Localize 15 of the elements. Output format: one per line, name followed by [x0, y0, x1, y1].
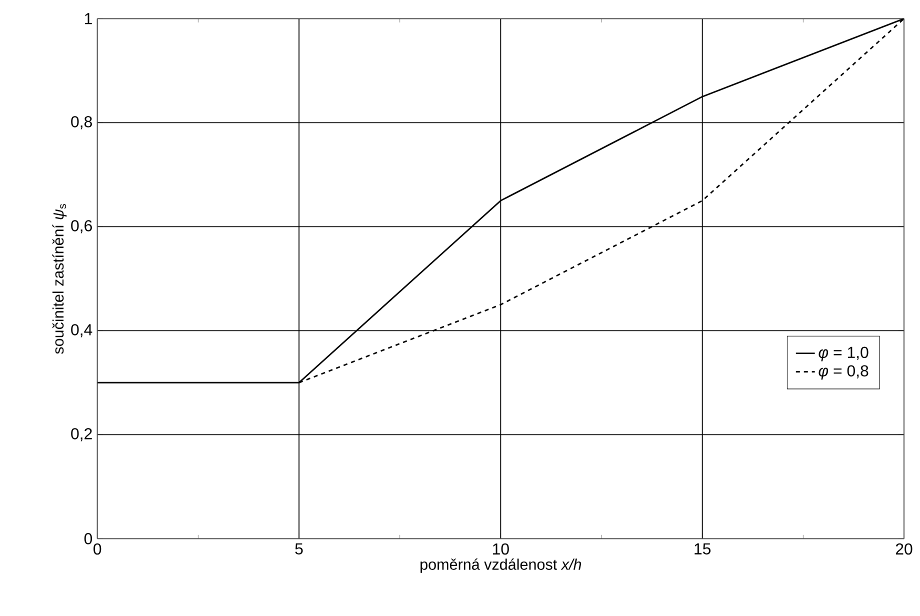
- y-tick-label: 0,4: [71, 324, 92, 338]
- x-tick-label: 5: [295, 543, 303, 554]
- y-tick-label: 0: [84, 533, 92, 544]
- y-tick-label: 0,6: [71, 220, 92, 234]
- x-tick-label: 10: [493, 543, 509, 555]
- x-tick-label: 20: [896, 543, 912, 555]
- y-tick-label: 0,2: [71, 428, 92, 442]
- x-tick-label: 0: [94, 543, 102, 555]
- x-tick-label: 15: [694, 543, 711, 554]
- legend-label: φ = 1,0: [818, 346, 868, 362]
- x-axis-title: poměrná vzdálenost x/h: [420, 558, 582, 573]
- y-tick-label: 0,8: [71, 116, 92, 130]
- y-axis-title: součinitel zastínění ψ$_{s}$: [52, 204, 67, 354]
- y-tick-label: 1: [84, 13, 92, 24]
- legend-label: φ = 0,8: [818, 365, 868, 380]
